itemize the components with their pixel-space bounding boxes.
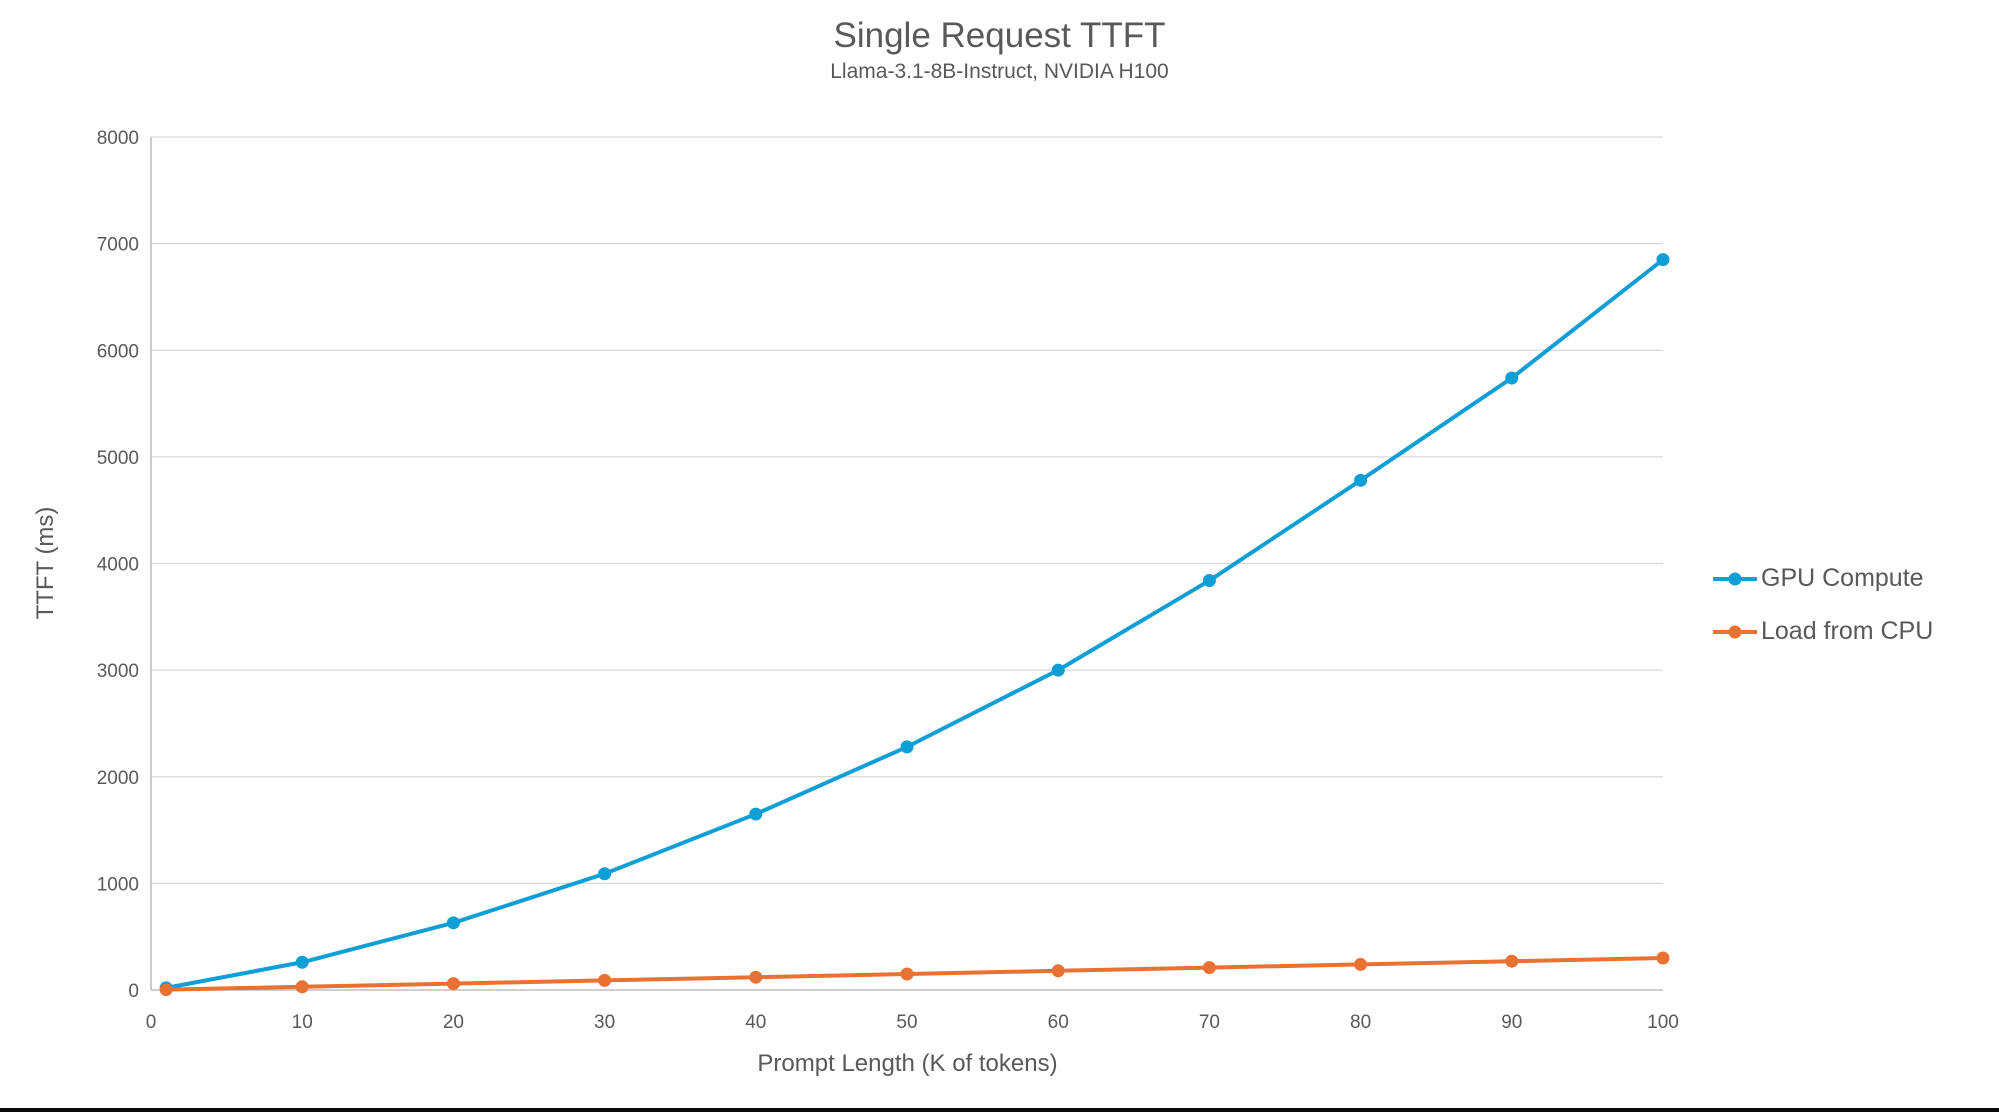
data-point-load-from-cpu: [1354, 957, 1368, 971]
data-point-gpu-compute: [1656, 253, 1670, 267]
chart-subtitle: Llama-3.1-8B-Instruct, NVIDIA H100: [830, 60, 1169, 83]
y-tick-label: 3000: [97, 661, 139, 682]
x-axis-title: Prompt Length (K of tokens): [757, 1050, 1058, 1077]
y-tick-label: 1000: [97, 874, 139, 895]
data-point-load-from-cpu: [598, 973, 612, 987]
legend: GPU Compute Load from CPU: [1712, 564, 1933, 646]
data-point-gpu-compute: [1354, 473, 1368, 487]
y-tick-label: 7000: [97, 235, 139, 256]
chart-title: Single Request TTFT: [833, 16, 1166, 55]
y-tick-label: 4000: [97, 555, 139, 576]
legend-label-load-from-cpu: Load from CPU: [1761, 617, 1934, 645]
x-tick-label: 70: [1199, 1012, 1220, 1033]
data-point-gpu-compute: [1051, 663, 1065, 677]
data-point-load-from-cpu: [1656, 951, 1670, 965]
data-point-gpu-compute: [900, 740, 914, 754]
y-tick-label: 5000: [97, 448, 139, 469]
data-point-load-from-cpu: [159, 983, 173, 997]
window-bottom-edge: [0, 1108, 1999, 1112]
x-tick-label: 30: [594, 1012, 615, 1033]
legend-marker-load-from-cpu-icon: [1713, 625, 1757, 638]
x-tick-label: 80: [1350, 1012, 1371, 1033]
series-line-gpu-compute: [164, 257, 1665, 990]
x-tick-label: 10: [292, 1012, 313, 1033]
x-tick-label: 0: [146, 1012, 157, 1033]
y-tick-label: 2000: [97, 768, 139, 789]
legend-item-load-from-cpu: Load from CPU: [1712, 617, 1933, 646]
data-point-gpu-compute: [295, 955, 309, 969]
x-tick-label: 90: [1501, 1012, 1522, 1033]
y-axis-title: TTFT (ms): [32, 506, 59, 620]
data-point-load-from-cpu: [749, 970, 763, 984]
data-point-load-from-cpu: [900, 967, 914, 981]
x-tick-label: 100: [1647, 1012, 1679, 1033]
data-point-gpu-compute: [598, 867, 612, 881]
x-tick-label: 40: [745, 1012, 766, 1033]
legend-label-gpu-compute: GPU Compute: [1761, 564, 1924, 592]
data-point-load-from-cpu: [446, 977, 460, 991]
data-point-load-from-cpu: [1202, 961, 1216, 975]
data-point-gpu-compute: [1202, 574, 1216, 588]
data-point-gpu-compute: [749, 807, 763, 821]
data-point-gpu-compute: [446, 916, 460, 930]
data-point-load-from-cpu: [1051, 964, 1065, 978]
legend-item-gpu-compute: GPU Compute: [1712, 564, 1933, 593]
y-tick-label: 8000: [97, 128, 139, 149]
x-tick-label: 50: [896, 1012, 917, 1033]
y-tick-label: 0: [128, 981, 139, 1002]
x-tick-label: 20: [443, 1012, 464, 1033]
x-tick-label: 60: [1048, 1012, 1069, 1033]
legend-marker-gpu-compute-icon: [1713, 572, 1757, 585]
y-tick-label: 6000: [97, 341, 139, 362]
data-point-load-from-cpu: [295, 980, 309, 994]
data-point-load-from-cpu: [1505, 954, 1519, 968]
data-point-gpu-compute: [1505, 371, 1519, 385]
series-line-load-from-cpu: [164, 956, 1665, 992]
